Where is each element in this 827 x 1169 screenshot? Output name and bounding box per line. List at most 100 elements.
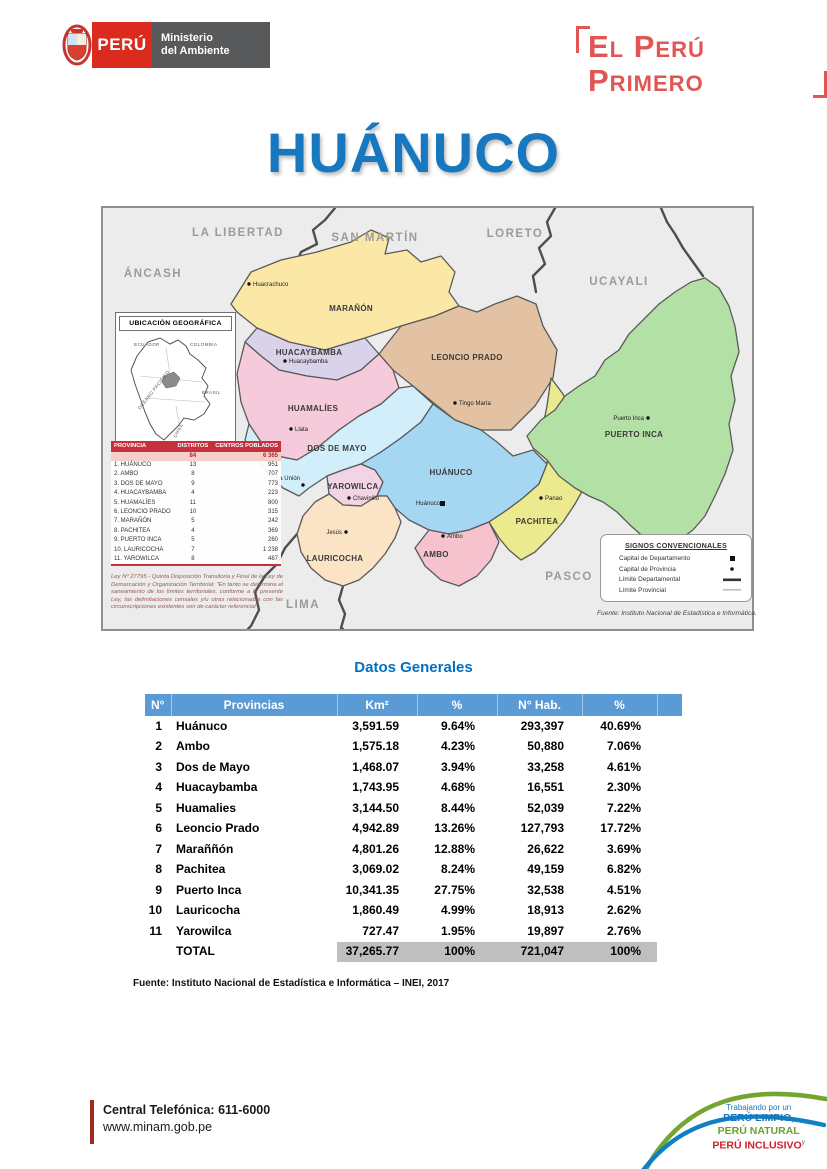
ministry-brand: PERÚ Ministerio del Ambiente [62, 22, 270, 68]
inset-label: CHILE [172, 422, 184, 438]
provtable-cell: 1 238 [262, 546, 278, 553]
table-row: 5 Huamalies 3,144.50 8.44% 52,039 7.22% [145, 798, 682, 819]
map-legal-note: Ley Nº 27795 - Quinta Disposición Transi… [111, 574, 283, 610]
province-label: PACHITEA [516, 517, 559, 526]
table-cell: Lauricocha [176, 903, 241, 917]
el-peru-primero-logo: El Perú Primero [576, 26, 827, 100]
provtable-row: 7. MARAÑÓN 5 242 [111, 517, 281, 526]
table-row: 8 Pachitea 3,069.02 8.24% 49,159 6.82% [145, 860, 682, 881]
provtable-row: 5. HUAMALÍES 11 800 [111, 499, 281, 508]
column-header: Km² [336, 694, 417, 716]
table-cell: 8 [155, 862, 162, 876]
thick-line [723, 578, 741, 581]
town-marker [539, 496, 543, 500]
inset-dept-line [175, 405, 181, 431]
department-border-line [531, 208, 557, 294]
provtable-cell: 13 [189, 461, 197, 468]
table-cell: 127,793 [520, 821, 564, 835]
table-cell: 4.99% [440, 903, 475, 917]
inset-dept-line [143, 397, 207, 403]
province-label: LAURICOCHA [307, 554, 364, 563]
table-cell: 3 [155, 759, 162, 774]
provtable-cell: 951 [267, 461, 278, 468]
inset-label: ECUADOR [134, 342, 160, 347]
table-cell: Dos de Mayo [176, 759, 251, 774]
table-cell: 19,897 [527, 923, 564, 938]
province-shape-leoncio prado [378, 295, 558, 431]
table-cell: 40.69% [600, 718, 641, 733]
total-filler [657, 942, 682, 963]
column-header: % [416, 694, 497, 716]
table-cell-filler [657, 798, 682, 819]
peru-logo: PERÚ [92, 22, 152, 68]
town-label: Huacrachuco [253, 282, 289, 288]
provtable-cell: 4 [191, 490, 195, 497]
region-label: SAN MARTÍN [331, 231, 418, 244]
provtable-total-cell: 6 365 [211, 451, 281, 461]
region-label: ÁNCASH [124, 267, 182, 280]
provtable-row: 4. HUACAYBAMBA 4 223 [111, 489, 281, 498]
provtable-row: 3. DOS DE MAYO 9 773 [111, 480, 281, 489]
dot-marker [730, 567, 734, 571]
table-cell-filler [657, 778, 682, 799]
provtable-cell: 487 [267, 555, 278, 562]
provtable-cell: 9. PUERTO INCA [114, 537, 162, 544]
region-label: LORETO [487, 228, 544, 240]
map-source: Fuente: Instituto Nacional de Estadístic… [597, 610, 757, 617]
provtable-cell: 11 [189, 499, 196, 506]
table-cell-filler [657, 921, 682, 942]
table-cell: 3,144.50 [352, 800, 399, 815]
provtable-cell: 242 [267, 518, 278, 525]
legend-label: Capital de Departamento [619, 555, 691, 562]
provtable-cell: 10 [189, 508, 197, 515]
campaign-line3-text: PERÚ INCLUSIVO [712, 1139, 802, 1152]
table-cell: 6 [155, 821, 162, 835]
table-cell: 9 [155, 882, 162, 897]
table-cell: 1 [155, 718, 162, 733]
campaign-line2: PERÚ NATURAL [717, 1124, 800, 1137]
legend-item: Límite Provincial [619, 587, 743, 594]
campaign-mark: y [801, 1140, 805, 1146]
region-label: LA LIBERTAD [192, 227, 284, 239]
ministry-line2: del Ambiente [161, 45, 230, 57]
provtable-cell: 7. MARAÑÓN [114, 518, 152, 525]
provtable-row: 10. LAURICOCHA 7 1 238 [111, 546, 281, 555]
huanuco-department-map: LA LIBERTAD SAN MARTÍN LORETO ÁNCASH UCAYALI… [101, 206, 757, 631]
town-label: La Unión [276, 476, 300, 482]
total-value: 100% [582, 941, 657, 962]
table-cell: 1.95% [440, 923, 475, 938]
table-cell: Huacaybamba [176, 780, 258, 794]
table-source: Fuente: Instituto Nacional de Estadístic… [133, 978, 450, 989]
table-cell: 3,069.02 [352, 862, 399, 876]
table-cell: 50,880 [527, 739, 564, 753]
table-cell-filler [657, 819, 682, 840]
region-label: PASCO [545, 571, 593, 583]
total-label: TOTAL [176, 944, 215, 958]
provtable-cell: 10. LAURICOCHA [114, 546, 164, 553]
provtable-column-header: DISTRITOS [174, 441, 212, 452]
table-cell: 33,258 [527, 759, 564, 774]
table-cell: 7.06% [606, 739, 641, 753]
town-label: Puerto Inca [613, 416, 644, 422]
province-label: PUERTO INCA [605, 430, 663, 439]
peru-campaign-logo: Trabajando por un PERÚ LIMPIO, PERÚ NATU… [640, 1081, 827, 1169]
geographic-location-inset: UBICACIÓN GEOGRÁFICA ECUADOR COLOMBIA BRAS… [115, 312, 236, 445]
table-cell-filler [657, 839, 682, 860]
table-cell: 2.76% [606, 923, 641, 938]
provtable-cell: 260 [267, 537, 278, 544]
provtable-cell: 800 [267, 499, 278, 506]
table-cell: 11 [149, 923, 162, 938]
provtable-column-header: CENTROS POBLADOS [211, 441, 281, 452]
table-cell: 4,801.26 [352, 841, 399, 856]
campaign-line1: PERÚ LIMPIO, [723, 1112, 795, 1124]
table-cell: 10 [148, 903, 162, 917]
table-cell: 2 [155, 739, 162, 753]
provtable-cell: 4. HUACAYBAMBA [114, 490, 167, 497]
table-cell: 7 [155, 841, 162, 856]
thin-line [721, 587, 743, 593]
table-cell: 2.30% [606, 780, 641, 794]
legend-label: Límite Provincial [619, 586, 666, 594]
table-cell: 4 [155, 780, 162, 794]
table-row: 10 Lauricocha 1,860.49 4.99% 18,913 2.62% [145, 901, 682, 922]
